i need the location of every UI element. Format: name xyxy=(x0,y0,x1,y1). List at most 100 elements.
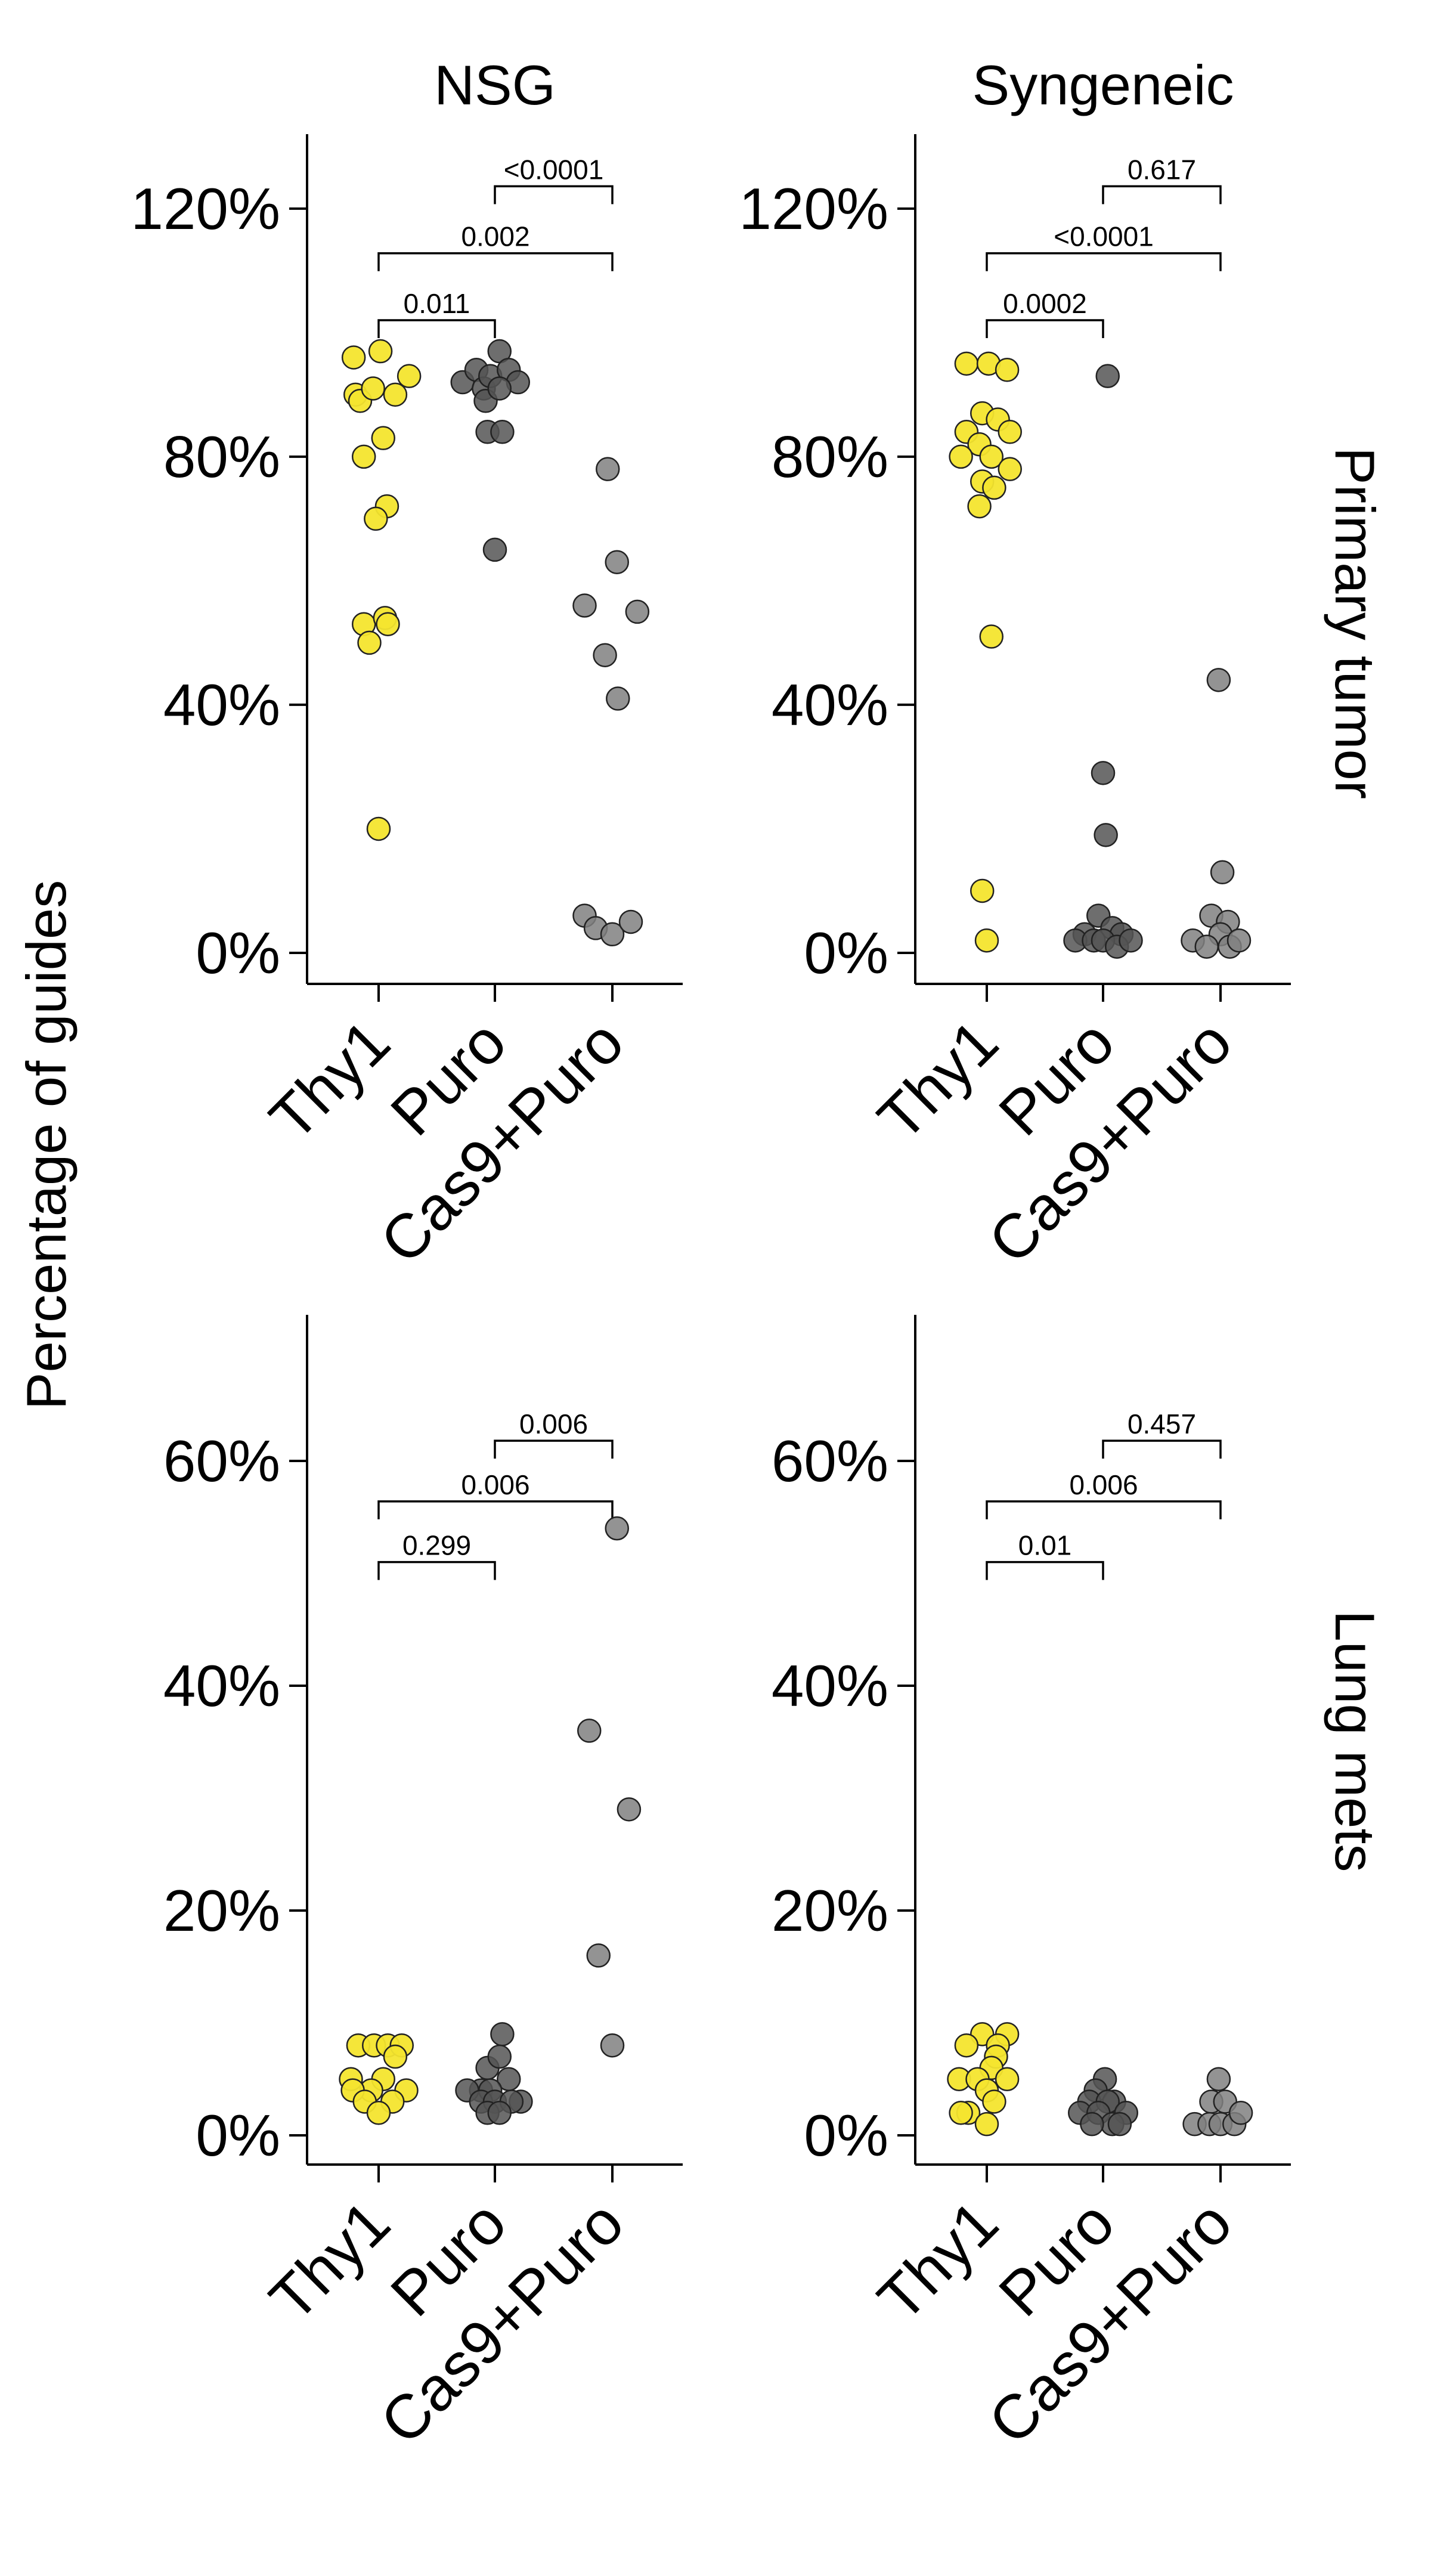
y-tick-label: 60% xyxy=(772,1428,888,1494)
data-point-thy1 xyxy=(397,364,422,388)
comparison-bracket xyxy=(377,319,496,339)
data-point-thy1 xyxy=(995,358,1020,382)
data-point-cas9-puro xyxy=(606,686,630,711)
y-tick-label: 0% xyxy=(804,2103,888,2168)
y-tick-label: 0% xyxy=(196,2103,280,2168)
p-value-label: 0.299 xyxy=(402,1530,471,1561)
p-value-label: 0.617 xyxy=(1128,154,1196,185)
data-point-puro xyxy=(1080,2111,1104,2137)
data-point-cas9-puro xyxy=(1206,2067,1231,2091)
comparison-bracket xyxy=(1102,185,1222,205)
y-tick-label: 40% xyxy=(163,672,280,738)
data-point-cas9-puro xyxy=(577,1719,602,1743)
data-point-cas9-puro xyxy=(1194,934,1219,959)
data-point-cas9-puro xyxy=(586,1943,611,1968)
p-value-label: 0.006 xyxy=(519,1408,588,1439)
y-tick-label: 40% xyxy=(772,672,888,738)
data-point-thy1 xyxy=(376,612,400,636)
y-tick-label: 40% xyxy=(772,1653,888,1719)
panel-4: 0%20%40%60%Thy1PuroCas9+Puro0.010.0060.4… xyxy=(772,1315,1291,2457)
data-point-thy1 xyxy=(954,351,979,376)
comparison-bracket xyxy=(986,319,1104,339)
x-tick-label: Thy1 xyxy=(865,1007,1012,1154)
data-point-cas9-puro xyxy=(1226,928,1252,953)
data-point-cas9-puro xyxy=(572,593,597,618)
y-tick-label: 40% xyxy=(163,1653,280,1719)
data-point-thy1 xyxy=(368,339,393,364)
data-point-thy1 xyxy=(371,426,395,450)
p-value-label: 0.01 xyxy=(1018,1530,1072,1561)
comparison-bracket xyxy=(986,252,1222,271)
data-point-puro xyxy=(482,537,507,562)
y-axis-label: Percentage of guides xyxy=(15,880,78,1410)
data-point-thy1 xyxy=(995,2067,1020,2091)
data-point-cas9-puro xyxy=(618,909,643,934)
y-tick-label: 20% xyxy=(772,1878,888,1943)
data-point-cas9-puro xyxy=(1206,668,1231,692)
data-point-puro xyxy=(490,2022,515,2046)
data-point-thy1 xyxy=(967,494,992,519)
data-point-cas9-puro xyxy=(600,2033,625,2058)
comparison-bracket xyxy=(377,1561,496,1580)
data-point-puro xyxy=(487,376,512,401)
y-tick-label: 60% xyxy=(163,1428,280,1494)
data-point-thy1 xyxy=(979,444,1003,469)
data-point-thy1 xyxy=(954,2033,979,2058)
y-tick-label: 20% xyxy=(163,1878,280,1943)
panel-2: 0%40%80%120%Thy1PuroCas9+Puro0.0002<0.00… xyxy=(739,134,1291,1277)
y-tick-label: 120% xyxy=(739,176,888,242)
column-title-syngeneic: Syngeneic xyxy=(972,54,1234,116)
x-tick-label: Thy1 xyxy=(865,2188,1012,2334)
p-value-label: 0.006 xyxy=(1069,1469,1138,1500)
data-point-thy1 xyxy=(366,2101,391,2125)
p-value-label: <0.0001 xyxy=(1054,221,1154,252)
data-point-puro xyxy=(1094,823,1118,847)
data-point-thy1 xyxy=(364,506,388,531)
data-point-puro xyxy=(1091,761,1116,785)
data-point-thy1 xyxy=(998,457,1022,481)
data-point-cas9-puro xyxy=(593,643,617,667)
data-point-thy1 xyxy=(366,816,391,841)
comparison-bracket xyxy=(986,1561,1104,1580)
data-point-cas9-puro xyxy=(625,599,650,624)
data-point-thy1 xyxy=(979,624,1003,649)
comparison-bracket xyxy=(377,252,614,271)
row-label-lung-mets: Lung mets xyxy=(1324,1611,1386,1872)
y-tick-label: 0% xyxy=(804,920,888,986)
data-point-cas9-puro xyxy=(1228,2101,1253,2125)
data-point-thy1 xyxy=(383,2044,408,2069)
y-tick-label: 120% xyxy=(131,176,280,242)
data-point-cas9-puro xyxy=(600,922,625,947)
y-tick-label: 80% xyxy=(772,424,888,490)
p-value-label: 0.011 xyxy=(404,288,470,319)
y-tick-label: 0% xyxy=(196,920,280,986)
data-point-cas9-puro xyxy=(605,1516,629,1541)
data-point-puro xyxy=(1107,2111,1132,2137)
data-point-cas9-puro xyxy=(596,457,620,481)
data-point-thy1 xyxy=(998,420,1022,444)
data-point-cas9-puro xyxy=(605,550,629,574)
data-point-thy1 xyxy=(974,2111,999,2137)
comparison-bracket xyxy=(1102,1439,1222,1459)
p-value-label: <0.0001 xyxy=(504,154,604,185)
data-point-puro xyxy=(487,2044,512,2069)
data-point-cas9-puro xyxy=(1210,860,1235,885)
data-point-thy1 xyxy=(974,928,999,953)
panel-3: 0%20%40%60%Thy1PuroCas9+Puro0.2990.0060.… xyxy=(163,1315,683,2457)
data-point-puro xyxy=(487,2101,512,2125)
data-point-puro xyxy=(490,420,515,444)
data-point-thy1 xyxy=(949,444,973,469)
row-label-primary-tumor: Primary tumor xyxy=(1324,447,1386,799)
data-point-puro xyxy=(1095,364,1120,388)
y-tick-label: 80% xyxy=(163,424,280,490)
data-point-puro xyxy=(1119,928,1143,953)
data-point-thy1 xyxy=(982,2089,1006,2114)
comparison-bracket xyxy=(494,185,614,205)
data-point-cas9-puro xyxy=(617,1797,642,1822)
p-value-label: 0.0002 xyxy=(1003,288,1087,319)
data-point-thy1 xyxy=(982,475,1006,500)
data-point-thy1 xyxy=(383,382,408,407)
panel-1: 0%40%80%120%Thy1PuroCas9+Puro0.0110.002<… xyxy=(131,134,683,1277)
data-point-thy1 xyxy=(970,878,995,903)
